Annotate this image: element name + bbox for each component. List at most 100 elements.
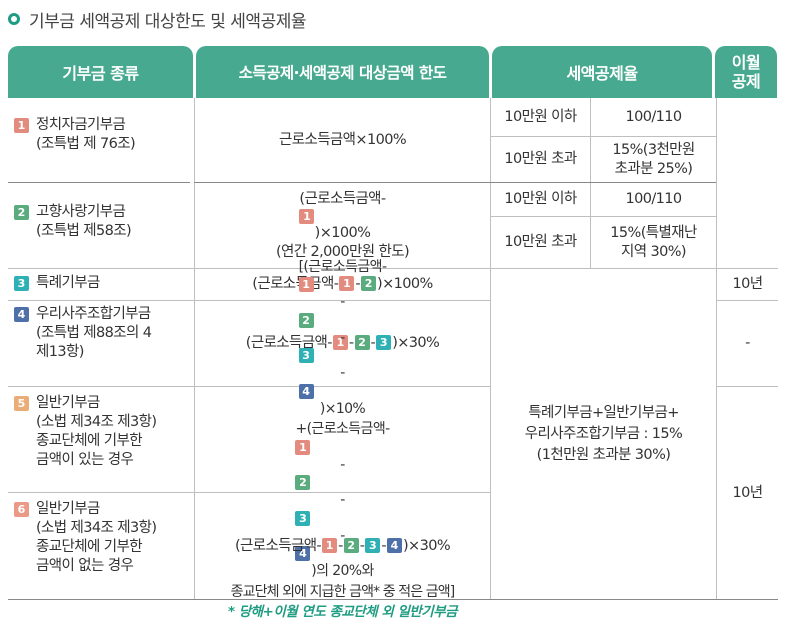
- badge-5: 5: [14, 396, 29, 411]
- merged-carry-56-text: 10년: [732, 484, 764, 501]
- row1-limit-text: 근로소득금액×100%: [278, 131, 407, 148]
- row1-rate-a-cond: 10만원 이하: [491, 98, 590, 136]
- row2-limit-line1: (근로소득금액- 1)×100%: [299, 190, 386, 243]
- grid-hline: [716, 300, 778, 301]
- row4-name-line3: 제13항): [36, 344, 84, 360]
- row2-rate-a-cond: 10만원 이하: [491, 183, 590, 216]
- badge-1: 1: [332, 335, 348, 350]
- row2-name-line2: (조특법 제58조): [36, 223, 132, 239]
- grid-hline: [194, 182, 490, 183]
- bullet-circle-icon: [8, 13, 20, 25]
- row1-rate-b-cond-text: 10만원 초과: [504, 151, 577, 167]
- badge-2: 2: [354, 335, 370, 350]
- row5-limit-l1-post: )×10%: [319, 400, 366, 417]
- grid-hline: [8, 386, 490, 387]
- merged-rate-line1: 특례기부금+일반기부금+: [528, 404, 679, 421]
- badge-3: 3: [14, 276, 29, 291]
- merged-rate-line3: (1천만원 초과분 30%): [536, 446, 671, 463]
- grid-hline: [490, 268, 716, 269]
- row5-limit-l1-pre: [(근로소득금액-: [298, 258, 387, 275]
- row5-name-line4: 금액이 있는 경우: [36, 452, 134, 468]
- row4-name-line2: (조특법 제88조의 4: [36, 325, 152, 341]
- row6-limit-formula: (근로소득금액- 1-2-3-4)×30%: [234, 537, 451, 556]
- row6-name-line2: (소법 제34조 제3항): [36, 520, 157, 536]
- row4-name: 4 우리사주조합기부금 (조특법 제88조의 4 제13항): [14, 305, 190, 383]
- badge-2: 2: [295, 475, 311, 490]
- row4-limit-formula: (근로소득금액- 1-2-3)×30%: [245, 334, 440, 353]
- row2-limit: (근로소득금액- 1)×100% (연간 2,000만원 한도): [195, 183, 490, 268]
- row2-rate-a-val-text: 100/110: [625, 191, 682, 207]
- row1-limit: 근로소득금액×100%: [195, 98, 490, 182]
- row2-rate-b-cond: 10만원 초과: [491, 217, 590, 268]
- row6-name: 6 일반기부금 (소법 제34조 제3항) 종교단체에 기부한 금액이 없는 경…: [14, 500, 190, 596]
- grid-hline: [716, 386, 778, 387]
- badge-6: 6: [14, 502, 29, 517]
- row4-limit-post: )×30%: [392, 335, 440, 351]
- badge-4: 4: [387, 537, 402, 553]
- row5-name-line1: 일반기부금: [36, 395, 100, 411]
- grid-hline: [8, 268, 490, 269]
- merged-rate-line2: 우리사주조합기부금 : 15%: [524, 425, 683, 442]
- row2-rate-b-val-line2: 지역 30%): [621, 243, 687, 260]
- header-type-label: 기부금 종류: [62, 64, 139, 83]
- row6-name-line3: 종교단체에 기부한: [36, 539, 143, 555]
- grid-hline: [8, 492, 490, 493]
- grid-hline: [490, 136, 716, 137]
- header-carry-line1: 이월: [731, 53, 761, 72]
- row2-rate-a-val: 100/110: [591, 183, 716, 216]
- minus-sign: -: [340, 456, 345, 473]
- row4-limit: (근로소득금액- 1-2-3)×30%: [195, 301, 490, 386]
- minus-sign: -: [348, 335, 354, 351]
- merged-carry-56: 10년: [717, 387, 778, 599]
- minus-sign: -: [340, 527, 345, 544]
- header-type: 기부금 종류: [8, 46, 193, 98]
- row5-limit-line2: +(근로소득금액- 1-2-3-4)의 20%와: [295, 419, 390, 582]
- badge-1: 1: [339, 276, 355, 291]
- row2-limit-pre: (근로소득금액-: [299, 190, 386, 207]
- row2-rate-a-cond-text: 10만원 이하: [504, 191, 577, 207]
- badge-2: 2: [298, 312, 314, 328]
- row3-name-line1: 특례기부금: [36, 275, 100, 291]
- badge-3: 3: [298, 348, 314, 363]
- header-limit-label: 소득공제·세액공제 대상금액 한도: [238, 64, 447, 82]
- badge-4: 4: [295, 546, 311, 561]
- row6-limit-pre: (근로소득금액-: [234, 537, 322, 554]
- minus-sign: -: [338, 537, 343, 554]
- row2-rate-b-cond-text: 10만원 초과: [504, 234, 577, 250]
- badge-2: 2: [343, 537, 359, 553]
- row1-name: 1 정치자금기부금 (조특법 제 76조): [14, 116, 190, 176]
- row5-limit-note: * 당해+이월 연도 종교단체 외 일반기부금: [227, 604, 458, 620]
- minus-sign: -: [340, 329, 345, 346]
- row5-name: 5 일반기부금 (소법 제34조 제3항) 종교단체에 기부한 금액이 있는 경…: [14, 394, 190, 490]
- grid-hline: [8, 300, 490, 301]
- row3-name: 3 특례기부금: [14, 274, 190, 298]
- row1-rate-b-cond: 10만원 초과: [491, 137, 590, 182]
- row4-carry: -: [717, 301, 778, 386]
- grid-hline: [490, 216, 716, 217]
- grid-hline: [8, 182, 190, 183]
- row1-rate-b-val-line2: 초과분 25%): [614, 160, 693, 177]
- section-title-text: 기부금 세액공제 대상한도 및 세액공제율: [29, 11, 307, 32]
- grid-vline: [716, 98, 717, 600]
- badge-1: 1: [14, 118, 29, 133]
- row4-limit-pre: (근로소득금액-: [245, 335, 333, 351]
- badge-1: 1: [298, 277, 314, 292]
- row6-name-line1: 일반기부금: [36, 501, 100, 517]
- row4-carry-text: -: [745, 335, 750, 351]
- row2-limit-line2: (연간 2,000만원 한도): [275, 243, 410, 260]
- minus-sign: -: [340, 365, 345, 381]
- merged-rate: 특례기부금+일반기부금+ 우리사주조합기부금 : 15% (1천만원 초과분 3…: [491, 269, 716, 599]
- row5-name-line3: 종교단체에 기부한: [36, 433, 143, 449]
- row5-limit-l2-pre: +(근로소득금액-: [295, 421, 390, 437]
- row3-limit-pre: (근로소득금액-: [252, 276, 339, 292]
- header-limit: 소득공제·세액공제 대상금액 한도: [196, 46, 489, 98]
- row1-rate-a-val-text: 100/110: [625, 108, 682, 125]
- row2-limit-post: )×100%: [314, 224, 371, 241]
- minus-sign: -: [340, 294, 345, 310]
- minus-sign: -: [340, 492, 345, 508]
- row6-limit-post: )×30%: [403, 537, 451, 554]
- badge-2: 2: [361, 276, 377, 291]
- header-carry: 이월 공제: [715, 46, 777, 98]
- badge-1: 1: [299, 208, 315, 224]
- grid-vline: [490, 98, 491, 600]
